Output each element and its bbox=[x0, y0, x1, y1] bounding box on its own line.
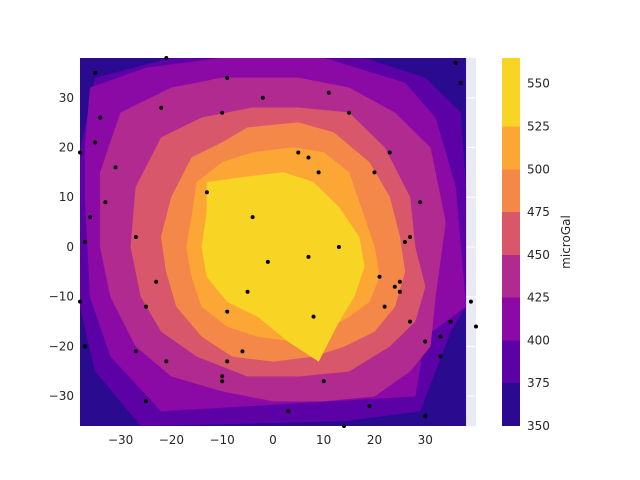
y-tick-label: −30 bbox=[49, 389, 74, 403]
station-point bbox=[423, 339, 428, 344]
contour-band-525-565 bbox=[201, 172, 365, 362]
station-point bbox=[225, 75, 230, 80]
station-point bbox=[144, 304, 148, 309]
station-point bbox=[372, 170, 377, 175]
y-tick-label: −20 bbox=[49, 339, 74, 353]
station-point bbox=[397, 279, 402, 284]
station-point bbox=[204, 190, 209, 195]
station-point bbox=[397, 289, 402, 294]
x-tick-label: 10 bbox=[316, 433, 331, 447]
station-point bbox=[408, 319, 412, 324]
station-point bbox=[78, 299, 82, 304]
colorbar-label: microGal bbox=[559, 215, 573, 269]
station-point bbox=[286, 409, 291, 414]
station-point bbox=[336, 244, 341, 249]
y-tick-label: 10 bbox=[59, 190, 74, 204]
contour-regions bbox=[80, 58, 467, 426]
y-tick-label: −10 bbox=[49, 290, 74, 304]
station-point bbox=[250, 215, 255, 220]
station-point bbox=[154, 279, 159, 284]
station-point bbox=[468, 299, 473, 304]
station-point bbox=[133, 235, 138, 240]
station-point bbox=[311, 314, 316, 319]
colorbar-tick-label: 500 bbox=[527, 162, 550, 176]
station-point bbox=[220, 374, 225, 379]
station-point bbox=[306, 254, 311, 259]
station-point bbox=[113, 165, 118, 170]
y-tick-label: 30 bbox=[59, 91, 74, 105]
station-point bbox=[265, 259, 270, 264]
station-point bbox=[474, 324, 478, 329]
station-point bbox=[326, 90, 331, 95]
station-point bbox=[316, 170, 321, 175]
station-point bbox=[418, 200, 423, 205]
station-point bbox=[342, 424, 346, 428]
station-point bbox=[225, 359, 230, 364]
station-point bbox=[220, 379, 225, 384]
station-point bbox=[453, 60, 458, 65]
colorbar-tick-label: 375 bbox=[527, 376, 550, 390]
station-point bbox=[220, 110, 225, 115]
station-point bbox=[438, 354, 443, 359]
station-point bbox=[144, 399, 148, 404]
station-point bbox=[296, 150, 301, 155]
colorbar-tick-label: 550 bbox=[527, 77, 550, 91]
x-tick-label: −30 bbox=[108, 433, 133, 447]
station-point bbox=[387, 150, 392, 155]
station-point bbox=[103, 200, 108, 205]
colorbar-tick-label: 475 bbox=[527, 205, 550, 219]
station-point bbox=[382, 304, 387, 309]
x-axis-ticks: −30 −20 −10 0 10 20 30 bbox=[108, 433, 433, 447]
colorbar bbox=[502, 58, 520, 426]
station-point bbox=[159, 105, 164, 110]
x-tick-label: −20 bbox=[159, 433, 184, 447]
y-tick-label: 20 bbox=[59, 141, 74, 155]
colorbar-ticks: 350 375 400 425 450 475 500 525 550 bbox=[527, 77, 550, 433]
colorbar-tick-label: 425 bbox=[527, 291, 550, 305]
colorbar-tick-label: 525 bbox=[527, 119, 550, 133]
station-point bbox=[458, 80, 463, 85]
station-point bbox=[88, 215, 93, 220]
station-points bbox=[78, 56, 478, 428]
colorbar-tick-label: 450 bbox=[527, 248, 550, 262]
station-point bbox=[321, 379, 326, 384]
station-point bbox=[448, 319, 453, 324]
y-axis-ticks: −30 −20 −10 0 10 20 30 bbox=[49, 91, 74, 403]
y-tick-label: 0 bbox=[66, 240, 74, 254]
station-point bbox=[78, 150, 82, 155]
station-point bbox=[392, 284, 397, 289]
station-point bbox=[133, 349, 138, 354]
x-tick-label: 20 bbox=[367, 433, 382, 447]
x-tick-label: 30 bbox=[418, 433, 433, 447]
station-point bbox=[423, 414, 428, 419]
station-point bbox=[93, 140, 98, 145]
x-tick-label: −10 bbox=[209, 433, 234, 447]
station-point bbox=[260, 95, 265, 100]
station-point bbox=[347, 110, 352, 115]
station-point bbox=[83, 240, 88, 244]
x-tick-label: 0 bbox=[269, 433, 277, 447]
colorbar-tick-label: 350 bbox=[527, 419, 550, 433]
station-point bbox=[438, 334, 443, 339]
station-point bbox=[306, 155, 311, 160]
station-point bbox=[377, 274, 382, 279]
station-point bbox=[240, 349, 245, 354]
colorbar-tick-label: 400 bbox=[527, 333, 550, 347]
station-point bbox=[164, 56, 169, 60]
station-point bbox=[225, 309, 230, 314]
station-point bbox=[402, 240, 407, 244]
station-point bbox=[93, 70, 98, 75]
station-point bbox=[164, 359, 169, 364]
station-point bbox=[408, 235, 412, 240]
station-point bbox=[367, 404, 372, 409]
station-point bbox=[83, 344, 88, 349]
station-point bbox=[98, 115, 103, 120]
station-point bbox=[245, 289, 250, 294]
